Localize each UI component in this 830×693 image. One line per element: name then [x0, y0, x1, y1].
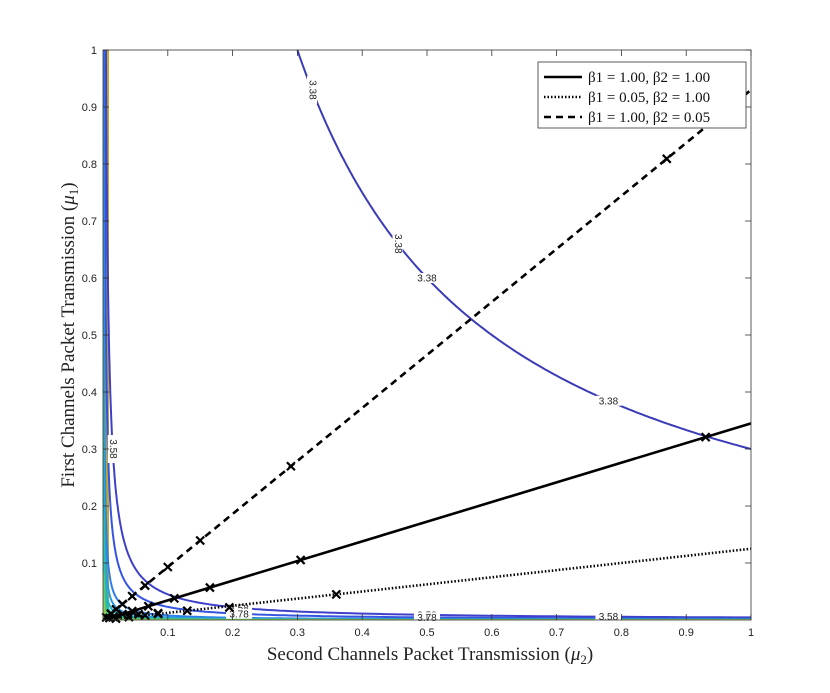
series-marker	[182, 605, 193, 616]
plot-background	[103, 50, 751, 620]
x-tick-label: 0.5	[419, 627, 434, 639]
x-axis-ticks: 0.1 0.2 0.3 0.4 0.5 0.6 0.7 0.8 0.9 1	[160, 50, 754, 639]
contour-3-58	[104, 50, 751, 619]
y-tick-label: 0.9	[82, 102, 97, 114]
contour-label: 3.58	[599, 612, 619, 623]
x-tick-label: 0.1	[160, 627, 175, 639]
series-line-3	[103, 88, 751, 620]
x-tick-label: 1	[748, 627, 754, 639]
contour-lines	[103, 50, 751, 620]
y-tick-label: 0.5	[82, 330, 97, 342]
series-marker	[163, 562, 173, 572]
x-tick-label: 0.8	[614, 627, 629, 639]
x-axis-label: Second Channels Packet Transmission (μ2)	[267, 644, 593, 667]
series-marker	[127, 591, 137, 601]
x-tick-label: 0.6	[484, 627, 499, 639]
series-marker	[133, 609, 144, 620]
series-marker	[195, 535, 205, 546]
series-marker	[224, 602, 235, 613]
series-marker	[700, 432, 711, 442]
y-axis-ticks: 0.1 0.2 0.3 0.4 0.5 0.6 0.7 0.8 0.9 1	[82, 45, 751, 570]
series-markers	[101, 154, 711, 624]
y-tick-label: 0.4	[82, 387, 97, 399]
x-tick-label: 0.4	[355, 627, 370, 639]
series-marker	[117, 599, 128, 609]
series-marker	[169, 593, 180, 604]
series-marker	[117, 609, 128, 619]
legend-entry: β1 = 1.00, β2 = 0.05	[588, 110, 710, 126]
contour-label: 3.58	[107, 439, 118, 459]
contour-label: 3.38	[306, 80, 317, 100]
x-tick-label: 0.7	[549, 627, 564, 639]
y-tick-label: 0.1	[82, 558, 97, 570]
contour-label: 3.38	[599, 396, 619, 407]
contour-label: 3.38	[392, 234, 403, 254]
series-line-2	[103, 547, 751, 620]
y-tick-label: 0.8	[82, 159, 97, 171]
series-marker	[127, 606, 137, 616]
series-marker	[331, 589, 342, 600]
contour-label: 3.78	[229, 609, 249, 620]
contour-3-38	[296, 50, 751, 450]
series-marker	[205, 582, 215, 593]
contour-label: 3.38	[417, 274, 437, 285]
y-tick-label: 0.7	[82, 216, 97, 228]
x-tick-label: 0.3	[290, 627, 305, 639]
series-marker	[143, 601, 154, 612]
legend: β1 = 1.00, β2 = 1.00 β1 = 0.05, β2 = 1.00…	[537, 61, 747, 129]
series-marker	[286, 461, 296, 472]
y-axis-label: First Channels Packet Transmission (μ1)	[58, 182, 81, 487]
legend-entry: β1 = 1.00, β2 = 1.00	[588, 70, 710, 86]
y-tick-label: 0.3	[82, 444, 97, 456]
series-marker	[295, 555, 306, 565]
x-tick-label: 0.9	[679, 627, 694, 639]
y-tick-label: 0.6	[82, 273, 97, 285]
series-marker	[153, 608, 163, 618]
y-tick-label: 0.2	[82, 501, 97, 513]
legend-entry: β1 = 0.05, β2 = 1.00	[588, 90, 710, 106]
x-tick-label: 0.2	[225, 627, 240, 639]
series-marker	[661, 154, 672, 164]
series-marker	[140, 580, 150, 591]
y-tick-label: 1	[91, 45, 97, 57]
